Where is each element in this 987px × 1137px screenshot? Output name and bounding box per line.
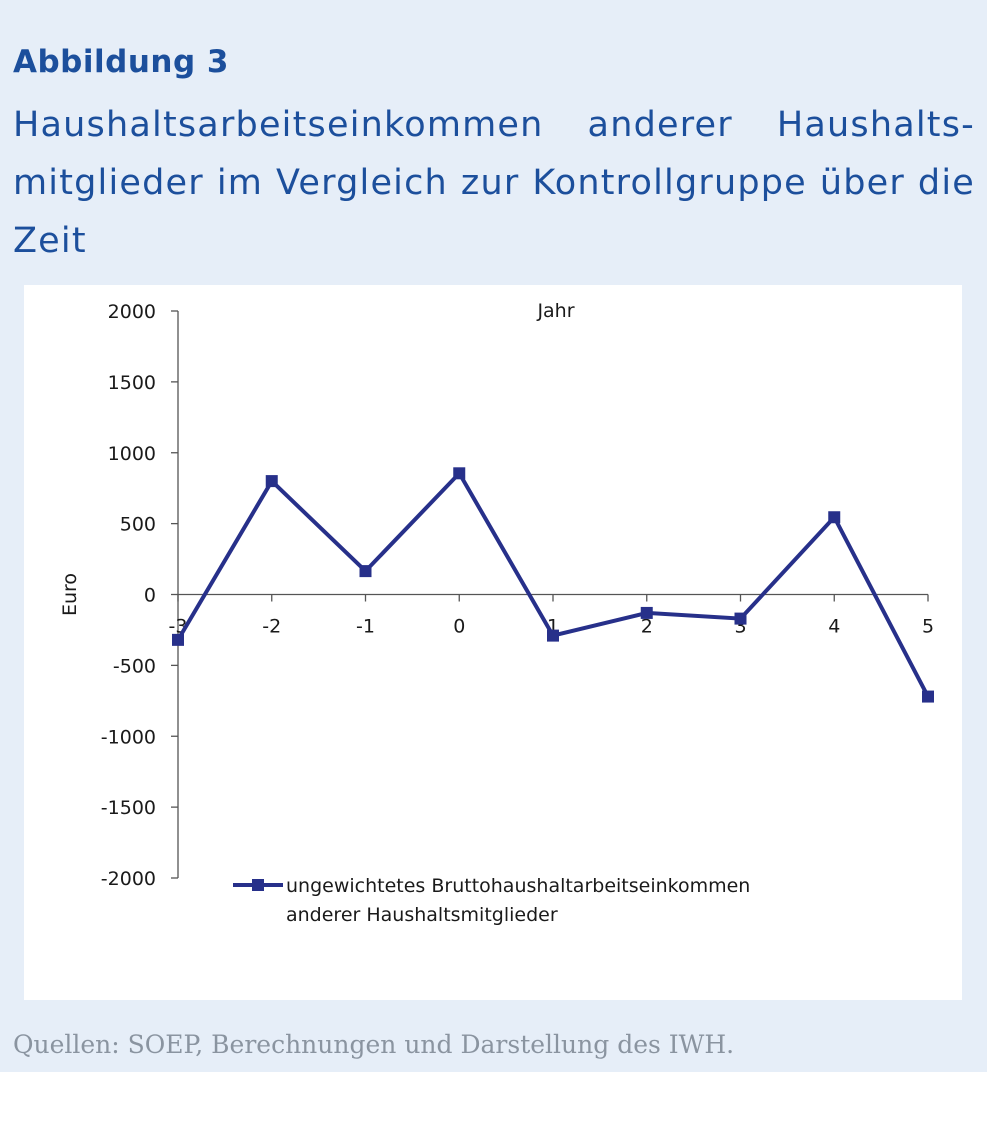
- y-tick-label: -500: [113, 655, 156, 677]
- figure-title: Haushaltsarbeitseinkommen anderer Hausha…: [13, 105, 975, 261]
- data-point: [359, 565, 372, 578]
- series-line: [176, 469, 930, 698]
- x-tick-label: -2: [262, 616, 281, 638]
- y-tick-label: 2000: [108, 301, 156, 323]
- y-tick-label: 1500: [108, 372, 156, 394]
- data-point: [828, 511, 841, 524]
- data-point: [734, 612, 747, 625]
- data-point: [172, 633, 184, 646]
- data-point: [547, 629, 559, 642]
- y-tick-label: 0: [144, 585, 156, 607]
- legend-label: anderer Haushaltsmitglieder: [286, 904, 558, 926]
- legend-marker: [252, 879, 264, 891]
- data-point: [453, 467, 466, 480]
- x-tick-label: 4: [828, 616, 840, 638]
- x-tick-label: -1: [356, 616, 375, 638]
- figure-panel: Abbildung 3 Haushaltsarbeitseinkommen an…: [0, 0, 987, 1072]
- chart-area: 2000 1500 1000 500 0 -500 -1000 -1500 -2000 -3 -2-…: [24, 285, 962, 1000]
- source-note: Quellen: SOEP, Berechnungen und Darstell…: [13, 1030, 735, 1059]
- y-tick-label: -2000: [101, 868, 156, 890]
- y-tick-label: 1000: [108, 443, 156, 465]
- y-tick-label: 500: [120, 514, 156, 536]
- data-point: [265, 475, 278, 488]
- y-tick-label: -1000: [101, 726, 156, 748]
- y-tick-label: -1500: [101, 797, 156, 819]
- figure-label: Abbildung 3: [13, 44, 230, 80]
- legend-label: ungewichtetes Bruttohaushaltarbeitseinko…: [286, 875, 750, 897]
- x-axis-title: Jahr: [536, 300, 574, 322]
- data-point: [640, 606, 653, 619]
- x-tick-label: 2: [641, 616, 653, 638]
- x-tick-label: 5: [922, 616, 934, 638]
- data-point: [922, 690, 934, 703]
- x-tick-label: 0: [453, 616, 465, 638]
- y-axis-title: Euro: [59, 573, 81, 616]
